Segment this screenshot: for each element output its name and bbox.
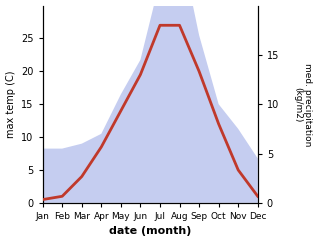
Y-axis label: med. precipitation
(kg/m2): med. precipitation (kg/m2) [293, 62, 313, 146]
Y-axis label: max temp (C): max temp (C) [5, 70, 16, 138]
X-axis label: date (month): date (month) [109, 227, 191, 236]
